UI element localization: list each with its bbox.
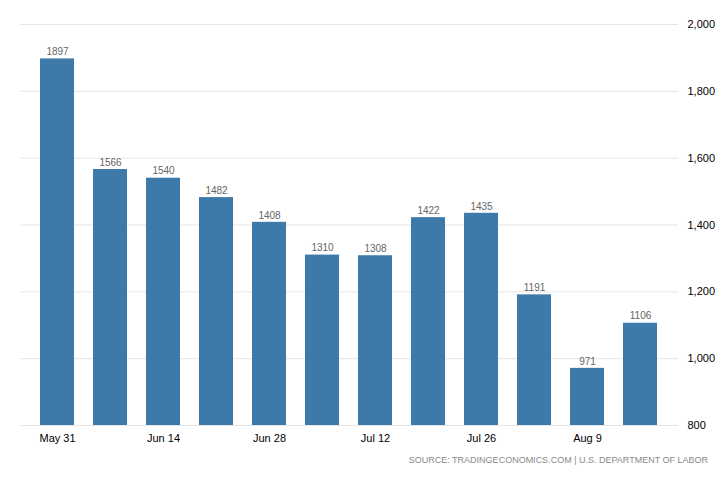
svg-text:Jul 12: Jul 12	[361, 432, 390, 444]
svg-text:May 31: May 31	[39, 432, 75, 444]
svg-text:1308: 1308	[364, 243, 387, 254]
svg-text:Aug 9: Aug 9	[573, 432, 602, 444]
svg-text:971: 971	[579, 356, 596, 367]
svg-text:800: 800	[688, 419, 706, 431]
svg-text:1,000: 1,000	[688, 352, 716, 364]
svg-text:1408: 1408	[258, 210, 281, 221]
svg-text:1422: 1422	[417, 205, 440, 216]
svg-text:1,200: 1,200	[688, 285, 716, 297]
svg-text:1566: 1566	[99, 157, 122, 168]
svg-text:1,800: 1,800	[688, 85, 716, 97]
svg-text:1310: 1310	[311, 242, 334, 253]
svg-text:2,000: 2,000	[688, 18, 716, 30]
svg-text:Jun 28: Jun 28	[253, 432, 286, 444]
svg-text:1482: 1482	[205, 185, 228, 196]
svg-text:1540: 1540	[152, 165, 175, 176]
svg-text:1106: 1106	[630, 310, 652, 321]
svg-text:1,600: 1,600	[688, 152, 716, 164]
svg-text:1435: 1435	[470, 201, 493, 212]
svg-text:1897: 1897	[46, 46, 69, 57]
svg-text:1191: 1191	[524, 282, 546, 293]
html-text:SOURCE: TRADINGECONOMICS.COM |: SOURCE: TRADINGECONOMICS.COM | U.S. DEPA…	[408, 455, 708, 465]
svg-text:Jun 14: Jun 14	[147, 432, 180, 444]
svg-text:Jul 26: Jul 26	[467, 432, 496, 444]
svg-text:1,400: 1,400	[688, 219, 716, 231]
